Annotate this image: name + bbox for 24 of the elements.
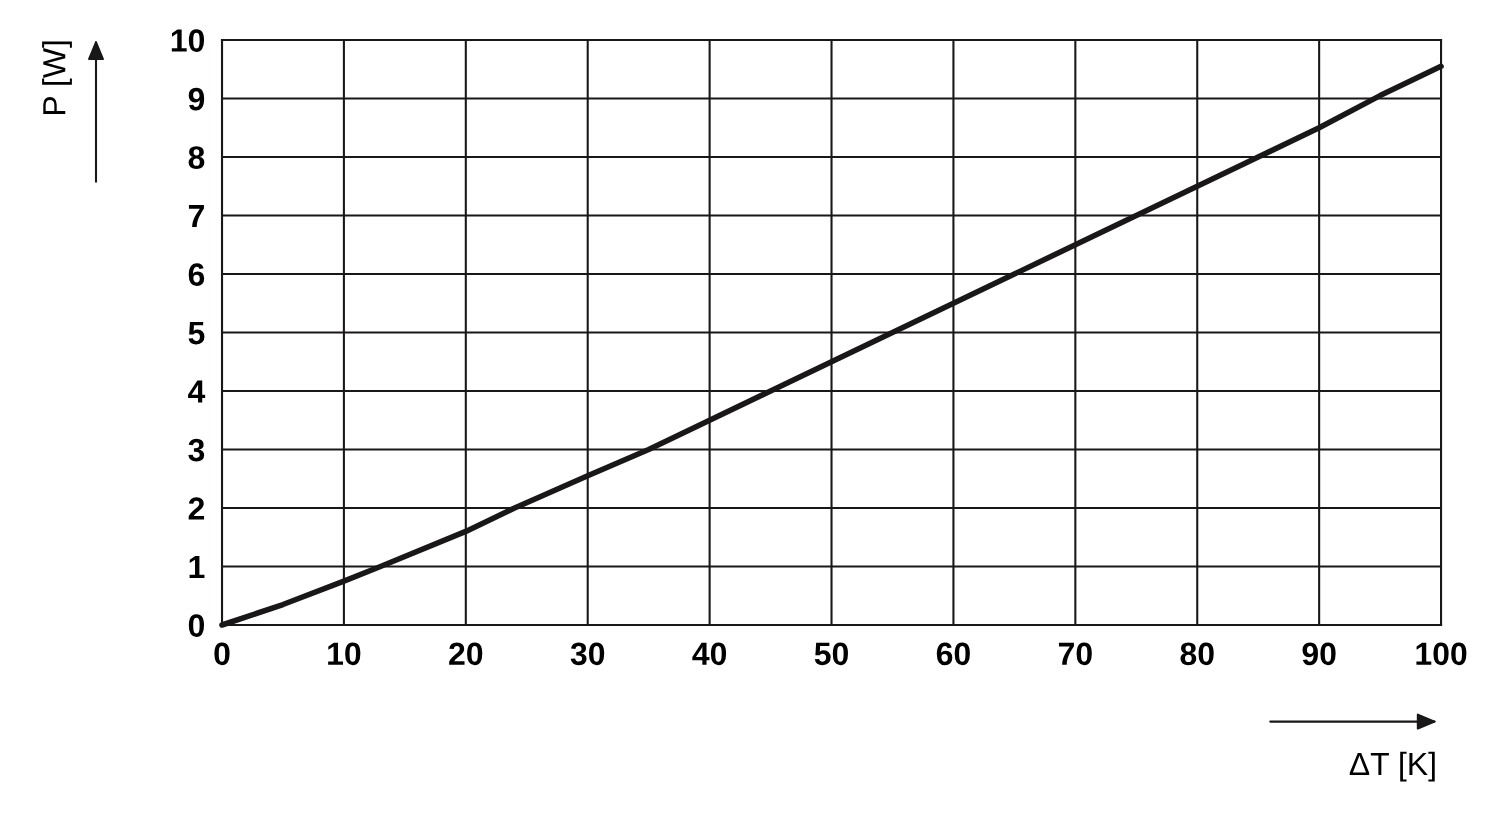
y-tick-label: 5 bbox=[188, 322, 205, 345]
y-axis-title: P [W] bbox=[42, 41, 72, 115]
x-tick-label: 90 bbox=[1302, 642, 1336, 666]
x-tick-label: 70 bbox=[1058, 642, 1092, 666]
y-tick-label: 1 bbox=[189, 556, 205, 579]
y-tick-label: 9 bbox=[188, 87, 205, 111]
x-tick-label: 50 bbox=[814, 642, 848, 666]
x-tick-label: 100 bbox=[1416, 642, 1467, 666]
y-tick-label: 3 bbox=[188, 438, 205, 462]
y-tick-label: 4 bbox=[188, 380, 206, 403]
x-axis-title: ΔT [K] bbox=[1349, 751, 1435, 782]
y-tick-label: 10 bbox=[171, 29, 205, 52]
x-tick-label: 30 bbox=[570, 642, 605, 666]
y-tick-label: 6 bbox=[188, 263, 205, 286]
y-tick-label: 2 bbox=[188, 497, 205, 520]
x-tick-label: 0 bbox=[214, 642, 230, 666]
x-tick-label: 80 bbox=[1180, 642, 1214, 666]
x-tick-label: 20 bbox=[449, 642, 483, 666]
y-tick-label: 0 bbox=[188, 614, 205, 637]
y-tick-label: 8 bbox=[188, 146, 205, 169]
x-tick-label: 40 bbox=[692, 642, 727, 666]
y-tick-label: 7 bbox=[188, 205, 204, 228]
x-tick-label: 60 bbox=[936, 642, 970, 666]
x-tick-label: 10 bbox=[328, 642, 361, 666]
